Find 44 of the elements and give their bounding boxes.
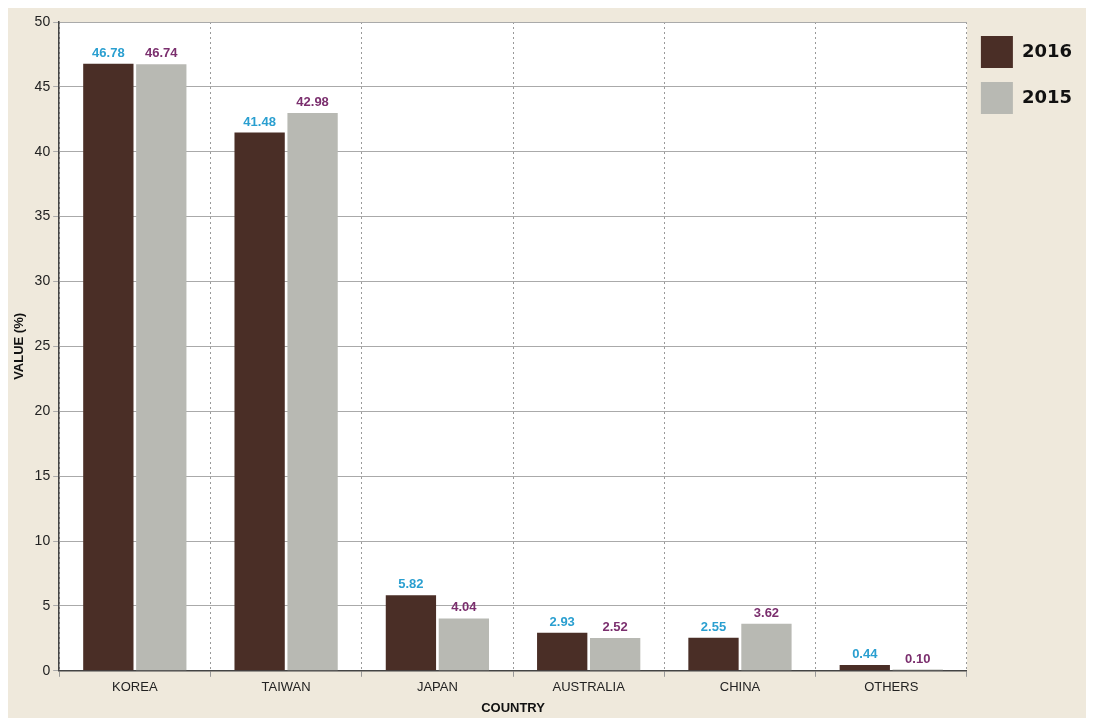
data-label: 0.44 <box>852 646 879 662</box>
y-tick-label: 45 <box>34 77 51 94</box>
bar <box>839 665 890 671</box>
y-tick-label: 20 <box>34 402 51 419</box>
legend-label: 2015 <box>1021 85 1073 107</box>
bar <box>234 132 285 671</box>
x-axis-title: COUNTRY <box>481 699 546 715</box>
data-label: 42.98 <box>296 94 329 110</box>
data-label: 41.48 <box>243 113 276 129</box>
x-tick-label: OTHERS <box>864 679 919 695</box>
data-label: 5.82 <box>398 576 424 592</box>
y-tick-label: 10 <box>34 531 51 548</box>
bar <box>136 64 187 671</box>
data-label: 0.10 <box>905 650 931 666</box>
bar <box>438 618 490 671</box>
bar <box>385 595 437 671</box>
y-tick-label: 40 <box>34 142 51 159</box>
bar <box>83 63 134 671</box>
x-tick-label: TAIWAN <box>261 679 311 695</box>
y-tick-label: 0 <box>42 661 51 678</box>
data-label: 2.52 <box>602 619 628 635</box>
data-label: 46.78 <box>92 44 125 60</box>
bar <box>537 632 588 671</box>
y-tick-label: 15 <box>34 467 51 484</box>
data-label: 4.04 <box>451 599 478 615</box>
x-tick-label: JAPAN <box>416 679 458 695</box>
y-tick-label: 50 <box>34 12 51 29</box>
y-tick-label: 5 <box>42 596 51 613</box>
data-label: 3.62 <box>753 604 780 620</box>
y-tick-label: 25 <box>34 337 51 354</box>
y-axis-title: VALUE (%) <box>11 312 27 380</box>
bar <box>287 113 338 671</box>
y-tick-label: 30 <box>34 272 51 289</box>
legend-label: 2016 <box>1021 39 1073 61</box>
bar <box>741 623 792 671</box>
x-tick-label: AUSTRALIA <box>552 679 626 695</box>
bar <box>688 637 739 671</box>
data-label: 46.74 <box>145 45 179 61</box>
bar <box>590 638 641 671</box>
data-label: 2.55 <box>700 618 727 634</box>
x-tick-label: KOREA <box>112 679 158 695</box>
x-tick-label: CHINA <box>719 679 761 695</box>
y-tick-label: 35 <box>34 207 51 224</box>
data-label: 2.93 <box>549 613 575 629</box>
